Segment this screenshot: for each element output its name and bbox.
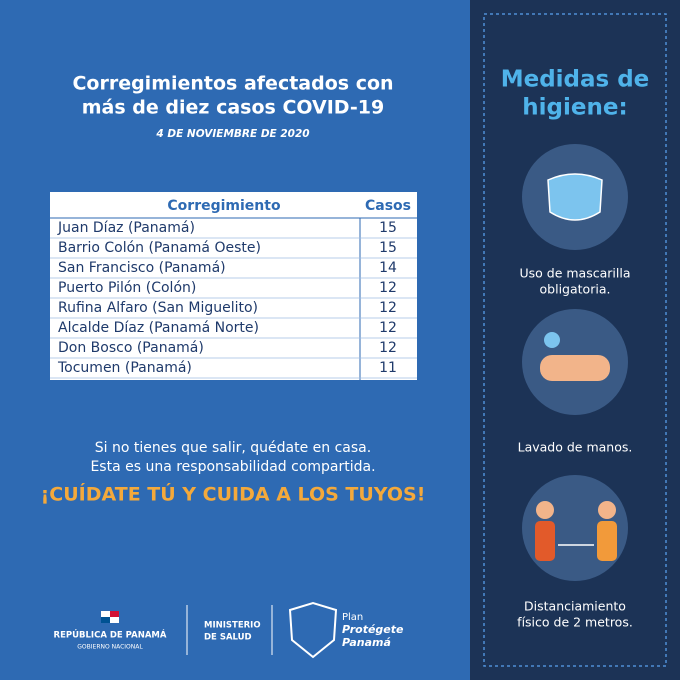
message-line: Esta es una responsabilidad compartida. [90, 459, 375, 475]
cell-cases: 12 [379, 320, 397, 336]
person-head [536, 501, 554, 519]
flag [110, 617, 119, 623]
sidebar-border [483, 13, 667, 667]
shield-logo [288, 601, 338, 659]
cell-cases: 12 [379, 280, 397, 296]
cell-cases: 12 [379, 300, 397, 316]
cell-name: Tocumen (Panamá) [57, 360, 192, 376]
cell-cases: 14 [379, 260, 397, 276]
mask-shape [547, 173, 603, 221]
caption: Uso de mascarilla [520, 266, 631, 281]
sidebar-title: higiene: [522, 95, 627, 121]
plan: Panamá [342, 636, 391, 649]
slogan: ¡CUÍDATE TÚ Y CUIDA A LOS TUYOS! [41, 482, 426, 506]
cell-name: Alcalde Díaz (Panamá Norte) [58, 320, 259, 336]
cell-cases: 11 [379, 360, 397, 376]
sidebar-title: Medidas de [501, 67, 650, 93]
column-header: Corregimiento [167, 198, 281, 214]
hands-shape [540, 355, 610, 381]
message-line: Si no tienes que salir, quédate en casa. [95, 440, 371, 456]
person-head [598, 501, 616, 519]
table [50, 192, 417, 380]
caption: Lavado de manos. [518, 440, 633, 455]
caption: físico de 2 metros. [517, 615, 633, 630]
title-line: Corregimientos afectados con [72, 73, 393, 95]
plan: Plan [342, 612, 363, 623]
cell-name: Don Bosco (Panamá) [58, 340, 204, 356]
cell-name: Puerto Pilón (Colón) [58, 280, 196, 296]
ministry: DE SALUD [204, 633, 252, 643]
cell-name: San Francisco (Panamá) [58, 260, 226, 276]
flag [110, 611, 119, 617]
republic: REPÚBLICA DE PANAMÁ [54, 629, 167, 641]
caption: obligatoria. [540, 282, 611, 297]
table-body: Juan Díaz (Panamá) 15 Barrio Colón (Panamá… [50, 220, 417, 379]
ministry: MINISTERIO [204, 621, 261, 631]
cell-cases: 15 [379, 220, 397, 236]
cell-name: Barrio Colón (Panamá Oeste) [58, 240, 261, 256]
water-drop [544, 332, 560, 348]
flag [101, 617, 110, 623]
plan: Protégete [342, 623, 404, 636]
person-body [597, 521, 617, 561]
person-body [535, 521, 555, 561]
caption: Distanciamiento [524, 599, 626, 614]
column-header: Casos [365, 198, 411, 214]
title-line: más de diez casos COVID-19 [82, 97, 385, 119]
cell-cases: 12 [379, 340, 397, 356]
cell-name: Rufina Alfaro (San Miguelito) [58, 300, 258, 316]
cell-cases: 15 [379, 240, 397, 256]
cell-name: Juan Díaz (Panamá) [57, 220, 195, 236]
date: 4 DE NOVIEMBRE DE 2020 [155, 128, 309, 140]
flag [101, 611, 110, 617]
government: GOBIERNO NACIONAL [77, 644, 143, 651]
